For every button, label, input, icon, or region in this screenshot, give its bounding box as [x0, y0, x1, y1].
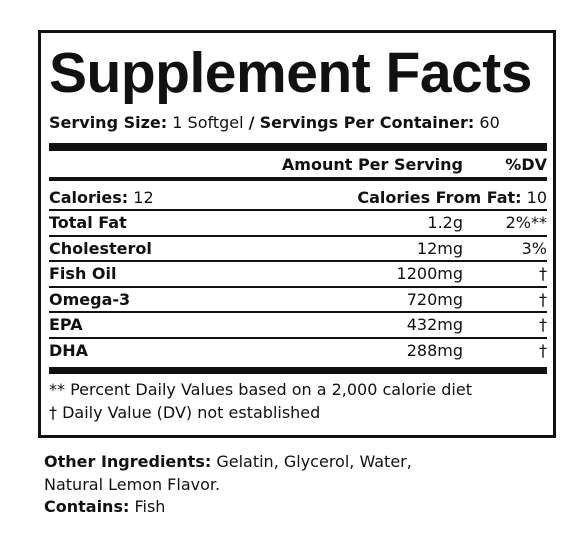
row-rule: [49, 285, 547, 288]
nutrient-amount: 1.2g: [427, 213, 463, 232]
calories: Calories: 12: [49, 188, 154, 208]
serving-size: 1 Softgel: [172, 113, 244, 132]
footnote: † Daily Value (DV) not established: [49, 403, 321, 422]
nutrient-dv: †: [539, 340, 547, 360]
serving-line: Serving Size: 1 Softgel / Servings Per C…: [49, 113, 500, 133]
separator: /: [248, 113, 255, 132]
nutrient-amount: 720mg: [406, 289, 463, 309]
calories-fat-value: 10: [526, 188, 547, 207]
nutrient-name: EPA: [49, 315, 83, 334]
row-rule: [49, 209, 547, 211]
calories-fat: Calories From Fat: 10: [357, 188, 547, 208]
nutrient-name: Fish Oil: [49, 264, 117, 283]
ingredients-text: Gelatin, Glycerol, Water,: [216, 452, 412, 471]
title: Supplement Facts: [49, 41, 532, 105]
calories-label: Calories:: [49, 188, 129, 207]
contains-label: Contains:: [44, 497, 130, 516]
row-rule: [49, 260, 547, 262]
servings: 60: [479, 113, 500, 132]
amount-header: Amount Per Serving: [281, 155, 463, 174]
thick-bar: [49, 367, 547, 374]
serving-size-label: Serving Size:: [49, 113, 168, 132]
nutrient-dv: †: [539, 315, 547, 334]
row-rule: [49, 336, 547, 339]
ingredients-label: Other Ingredients:: [44, 452, 212, 471]
dv-header: %DV: [505, 155, 547, 174]
contains-text: Fish: [134, 497, 166, 516]
footnote: ** Percent Daily Values based on a 2,000…: [49, 380, 472, 399]
nutrient-dv: †: [539, 289, 547, 309]
facts-panel: Supplement Facts Serving Size: 1 Softgel…: [38, 30, 556, 438]
row-rule: [49, 311, 547, 313]
row-rule: [49, 234, 547, 237]
ingredients-line2: Natural Lemon Flavor.: [44, 475, 221, 494]
contains-line: Contains: Fish: [44, 497, 165, 517]
nutrient-amount: 1200mg: [396, 264, 463, 283]
thick-bar: [49, 143, 547, 151]
calories-fat-label: Calories From Fat:: [357, 188, 522, 207]
nutrient-name: DHA: [49, 340, 89, 360]
nutrient-dv: †: [539, 264, 547, 283]
servings-label: Servings Per Container:: [259, 113, 475, 132]
ingredients-line1: Other Ingredients: Gelatin, Glycerol, Wa…: [44, 452, 412, 472]
nutrient-name: Omega-3: [49, 289, 131, 309]
nutrient-amount: 12mg: [416, 238, 463, 258]
nutrient-dv: 2%**: [505, 213, 547, 232]
calories-value: 12: [133, 188, 154, 207]
medium-bar: [49, 177, 547, 181]
nutrient-amount: 288mg: [406, 340, 463, 360]
nutrient-name: Cholesterol: [49, 238, 152, 258]
nutrient-amount: 432mg: [406, 315, 463, 334]
nutrient-name: Total Fat: [49, 213, 127, 232]
nutrient-dv: 3%: [521, 238, 547, 258]
